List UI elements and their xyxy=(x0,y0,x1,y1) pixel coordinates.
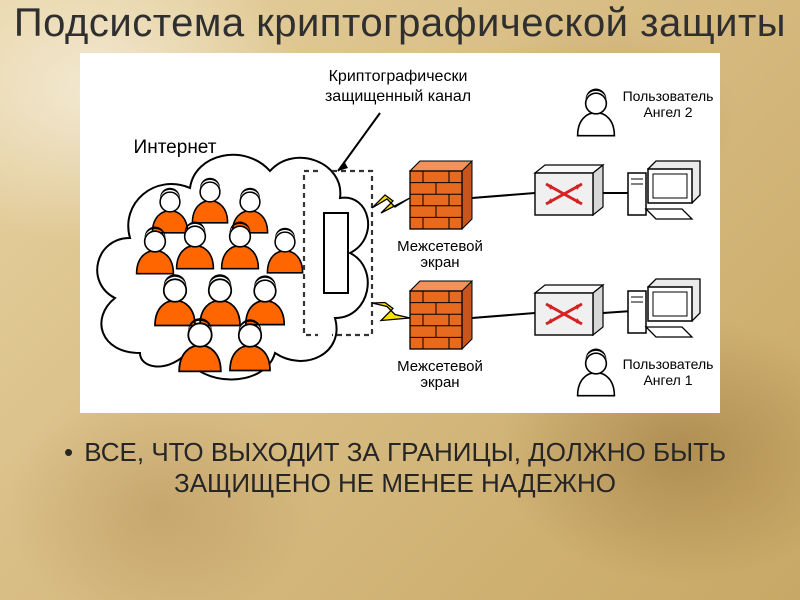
bullet-marker: • xyxy=(64,437,73,468)
svg-text:Ангел 2: Ангел 2 xyxy=(643,104,692,120)
svg-text:Криптографически: Криптографически xyxy=(329,68,468,85)
svg-text:экран: экран xyxy=(420,374,459,391)
bullet-area: • ВСЕ, ЧТО ВЫХОДИТ ЗА ГРАНИЦЫ, ДОЛЖНО БЫ… xyxy=(0,437,800,499)
svg-text:экран: экран xyxy=(420,254,459,271)
router-icon xyxy=(535,165,603,215)
svg-text:Межсетевой: Межсетевой xyxy=(397,238,483,255)
firewall-icon xyxy=(410,281,472,349)
title-area: Подсистема криптографической защиты xyxy=(0,0,800,45)
bullet-text: ВСЕ, ЧТО ВЫХОДИТ ЗА ГРАНИЦЫ, ДОЛЖНО БЫТЬ… xyxy=(84,437,726,498)
svg-text:Межсетевой: Межсетевой xyxy=(397,358,483,375)
firewall-icon xyxy=(410,161,472,229)
svg-text:Ангел 1: Ангел 1 xyxy=(643,372,692,388)
svg-text:Интернет: Интернет xyxy=(134,137,217,158)
slide-title: Подсистема криптографической защиты xyxy=(0,2,800,45)
svg-text:защищенный канал: защищенный канал xyxy=(325,88,471,105)
svg-text:Пользователь: Пользователь xyxy=(623,356,714,372)
svg-text:Пользователь: Пользователь xyxy=(623,88,714,104)
router-icon xyxy=(535,285,603,335)
diagram: Интернет Криптографически защищенный канал… xyxy=(80,53,720,413)
network-diagram-svg: Интернет Криптографически защищенный канал… xyxy=(80,53,720,413)
